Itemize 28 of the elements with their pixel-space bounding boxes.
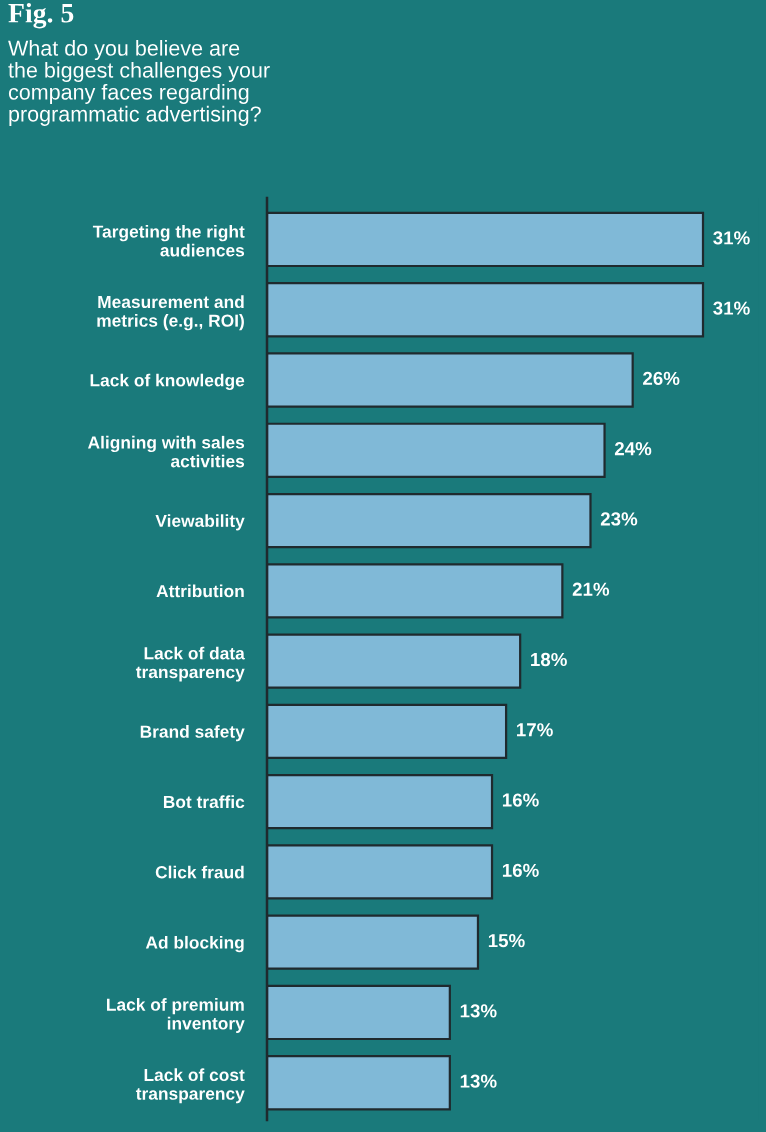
y-tick-label: Aligning with sales activities xyxy=(87,435,245,468)
y-tick-label: Ad blocking xyxy=(145,935,244,953)
y-tick-label: Lack of cost transparency xyxy=(135,1068,245,1104)
data-label: 18% xyxy=(531,652,567,667)
data-label: 23% xyxy=(600,512,638,526)
data-label: 31% xyxy=(713,301,750,315)
data-label: 21% xyxy=(572,582,610,596)
y-tick-label: Lack of knowledge xyxy=(90,373,245,390)
text: Fig. 5 xyxy=(8,3,74,29)
data-label: 16% xyxy=(502,863,539,877)
data-label: 17% xyxy=(517,723,553,737)
chart-subtitle: What do you believe are the biggest challenges your company faces regarding programmatic advertising? xyxy=(8,40,270,126)
data-label: 26% xyxy=(643,371,680,386)
data-label: 24% xyxy=(614,442,652,456)
data-label: 31% xyxy=(713,231,750,245)
y-tick-label: Attribution xyxy=(156,584,244,598)
data-label: 16% xyxy=(502,793,539,807)
data-label: 13% xyxy=(460,1004,497,1018)
data-label: 13% xyxy=(460,1074,497,1088)
y-tick-label: Lack of data transparency xyxy=(135,646,245,682)
y-tick-label: Targeting the right audiences xyxy=(92,225,245,257)
y-tick-label: Lack of premium inventory xyxy=(107,998,245,1033)
y-tick-label: Measurement and metrics (e.g., ROI) xyxy=(97,295,244,331)
y-tick-label: Bot traffic xyxy=(163,795,245,809)
data-label: 15% xyxy=(488,934,525,948)
y-tick-label: Brand safety xyxy=(140,725,245,742)
y-tick-label: Viewability xyxy=(155,514,245,531)
y-tick-label: Click fraud xyxy=(155,865,244,879)
